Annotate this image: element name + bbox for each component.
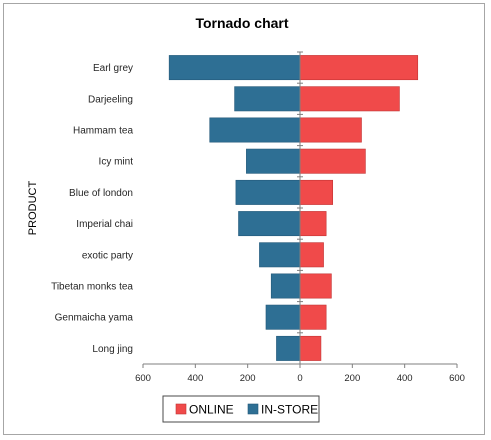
category-label: Imperial chai <box>76 219 133 230</box>
bar-in-store <box>265 304 301 330</box>
category-label: Hammam tea <box>73 126 133 137</box>
chart-title: Tornado chart <box>195 15 288 31</box>
legend-label-online: ONLINE <box>189 403 234 417</box>
x-tick-label: 400 <box>187 373 203 384</box>
legend-box <box>162 395 320 423</box>
bar-online <box>299 55 419 81</box>
bar-in-store <box>209 117 301 143</box>
bar-online <box>299 242 324 268</box>
x-tick-label: 600 <box>135 373 151 384</box>
bar-online <box>299 304 327 330</box>
category-label: Genmaicha yama <box>55 313 134 324</box>
bar-in-store <box>168 55 301 81</box>
bar-in-store <box>234 86 301 112</box>
legend-swatch-in-store <box>247 403 259 415</box>
bar-online <box>299 117 362 143</box>
legend-label-in-store: IN-STORE <box>261 403 318 417</box>
bar-in-store <box>238 211 301 237</box>
bar-in-store <box>276 335 301 361</box>
category-label: Tibetan monks tea <box>51 282 133 293</box>
y-axis-label: PRODUCT <box>27 181 39 236</box>
bar-online <box>299 273 332 299</box>
bar-in-store <box>270 273 301 299</box>
bar-online <box>299 211 327 237</box>
x-tick-label: 200 <box>344 373 360 384</box>
category-label: exotic party <box>82 250 133 261</box>
bar-in-store <box>235 179 301 205</box>
bar-in-store <box>259 242 301 268</box>
x-tick-label: 0 <box>297 373 302 384</box>
bar-in-store <box>246 148 301 174</box>
legend-swatch-online <box>175 403 187 415</box>
bar-online <box>299 86 400 112</box>
bar-online <box>299 335 322 361</box>
x-tick-label: 400 <box>397 373 413 384</box>
category-label: Darjeeling <box>88 94 133 105</box>
category-label: Icy mint <box>99 157 134 168</box>
bar-online <box>299 179 334 205</box>
category-label: Earl grey <box>93 63 133 74</box>
category-label: Long jing <box>92 344 133 355</box>
bar-online <box>299 148 366 174</box>
x-tick-label: 200 <box>240 373 256 384</box>
x-tick-label: 600 <box>449 373 465 384</box>
category-label: Blue of london <box>69 188 133 199</box>
